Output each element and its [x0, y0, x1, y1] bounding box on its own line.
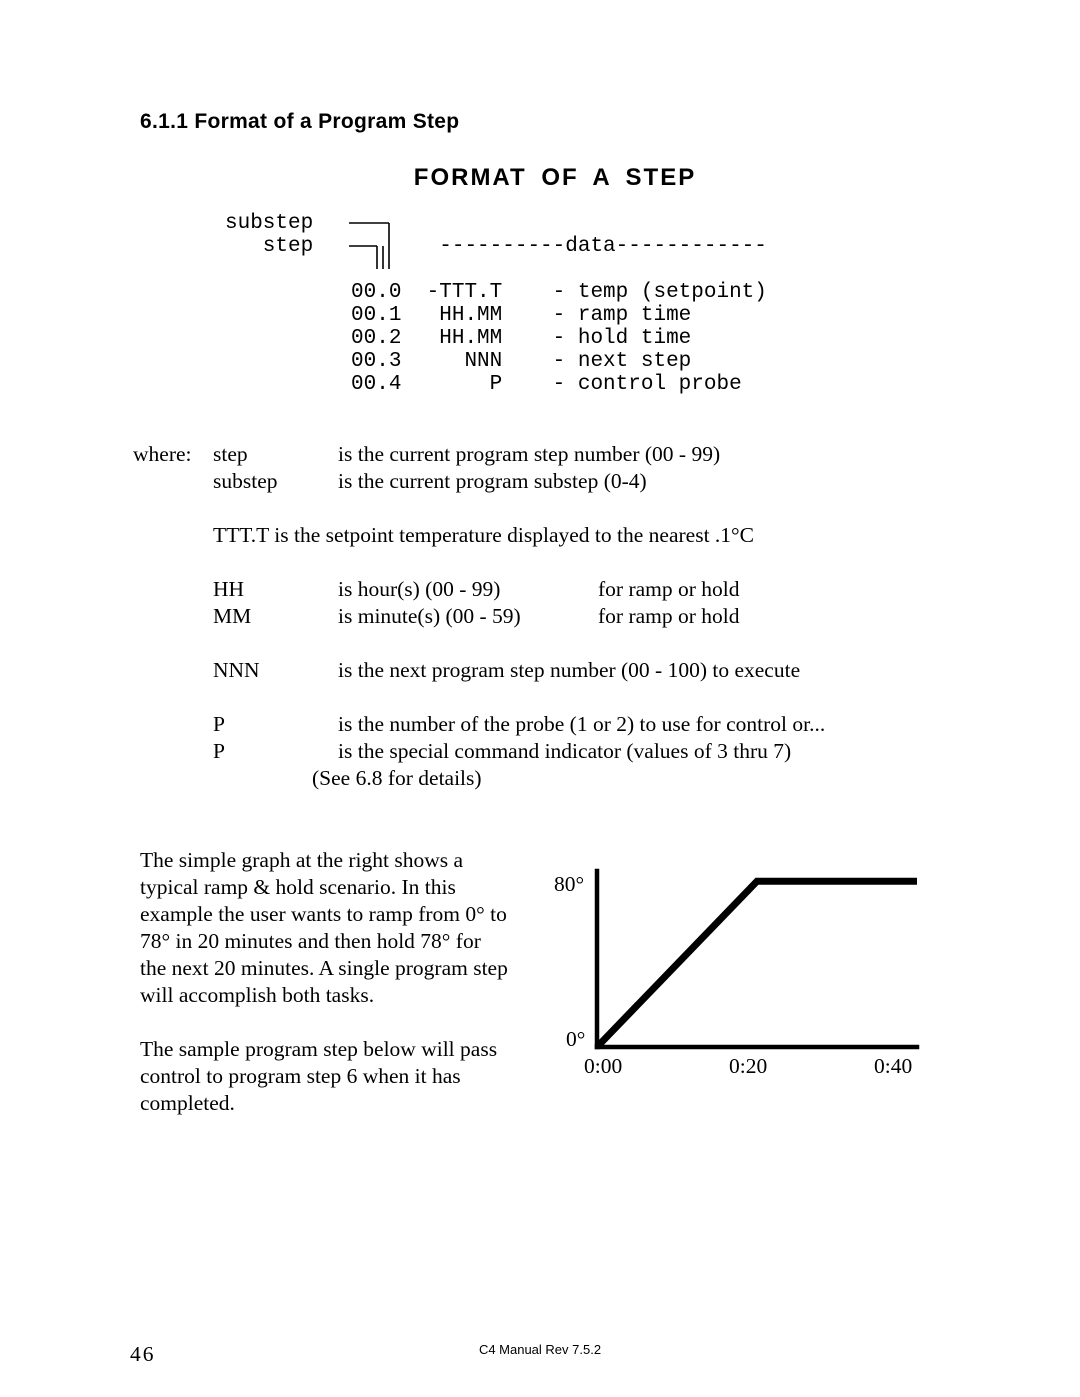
def-text: is the current program step number (00 -…: [338, 441, 825, 468]
def-text: is the next program step number (00 - 10…: [338, 657, 825, 684]
def-term: P: [213, 738, 338, 765]
def-term: MM: [213, 603, 338, 630]
ramp-hold-chart: 80° 0°0:00 0:20 0:40: [522, 847, 922, 1082]
where-block: where: step is the current program step …: [133, 441, 970, 792]
def-text: is the number of the probe (1 or 2) to u…: [338, 711, 825, 738]
def-text: is minute(s) (00 - 59): [338, 603, 598, 630]
chart-axis-label: 0:20: [729, 1054, 767, 1079]
chart-axis-label: 0:40: [874, 1054, 912, 1079]
def-term: P: [213, 711, 338, 738]
where-label: where:: [133, 441, 213, 468]
format-title: FORMAT OF A STEP: [140, 164, 970, 192]
paragraph-column: The simple graph at the right shows a ty…: [140, 847, 520, 1144]
def-term: HH: [213, 576, 338, 603]
chart-axis-label: 0:00: [584, 1054, 622, 1079]
def-term: NNN: [213, 657, 338, 684]
def-text: TTT.T is the setpoint temperature displa…: [213, 522, 825, 549]
paragraph-1: The simple graph at the right shows a ty…: [140, 847, 510, 1009]
chart-axis-label: 80°: [554, 872, 584, 897]
def-term: step: [213, 441, 338, 468]
def-note: for ramp or hold: [598, 603, 825, 630]
def-term: substep: [213, 468, 338, 495]
section-heading: 6.1.1 Format of a Program Step: [140, 110, 970, 134]
def-text: is hour(s) (00 - 99): [338, 576, 598, 603]
doc-revision: C4 Manual Rev 7.5.2: [0, 1342, 1080, 1357]
def-note: for ramp or hold: [598, 576, 825, 603]
def-see: (See 6.8 for details): [338, 765, 825, 792]
chart-axis-label: 0°: [566, 1027, 585, 1052]
two-column: The simple graph at the right shows a ty…: [140, 847, 970, 1144]
paragraph-2: The sample program step below will pass …: [140, 1036, 510, 1117]
page: 6.1.1 Format of a Program Step FORMAT OF…: [0, 0, 1080, 1397]
def-text: is the current program substep (0-4): [338, 468, 825, 495]
def-text: is the special command indicator (values…: [338, 738, 825, 765]
step-format-diagram: substep step ----------data------------ …: [225, 212, 970, 396]
